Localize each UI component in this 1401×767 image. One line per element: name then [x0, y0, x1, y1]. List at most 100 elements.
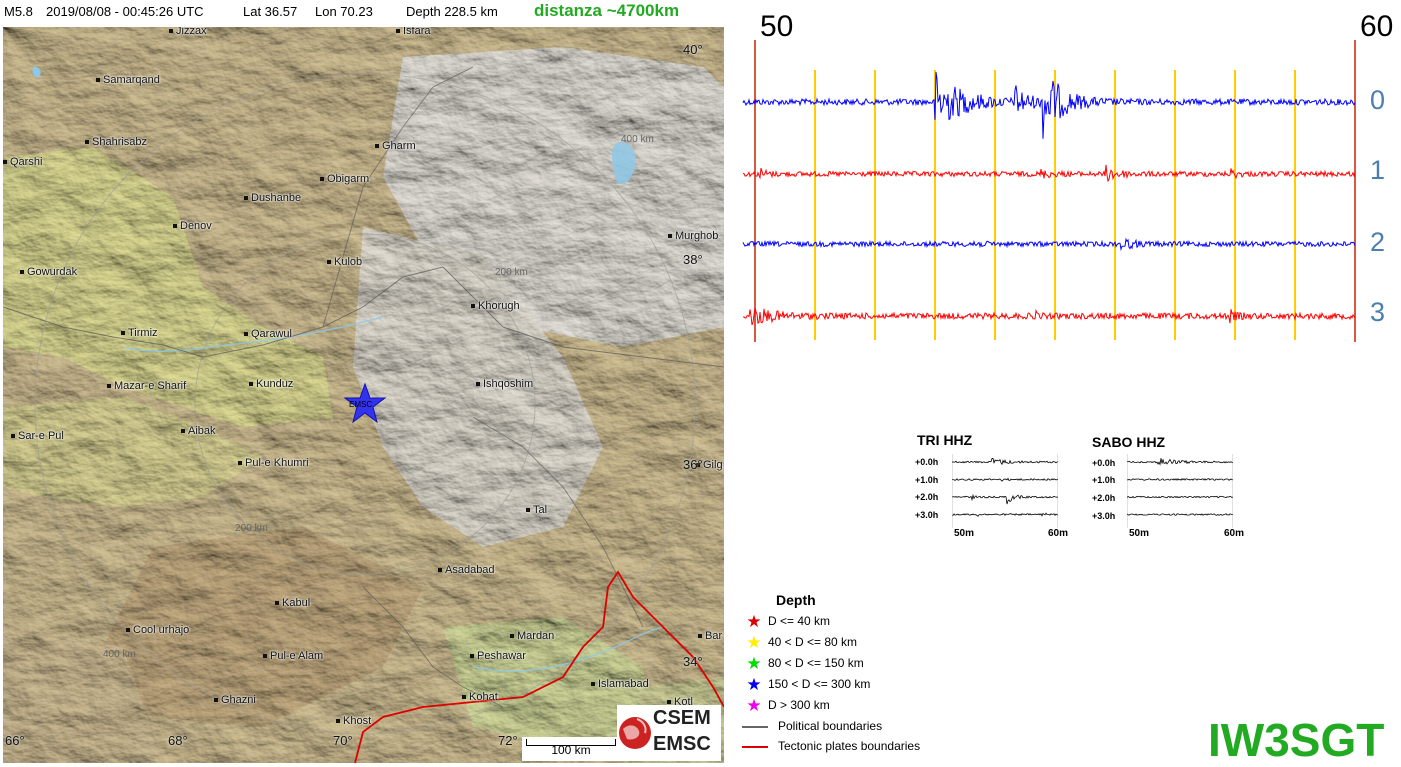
- legend-title: Depth: [776, 592, 816, 608]
- city-label: Pul-e Alam: [263, 650, 323, 662]
- radius-label: 200 km: [495, 267, 528, 278]
- city-label: Qarshi: [3, 156, 42, 168]
- city-label: Kunduz: [249, 378, 293, 390]
- city-label: Sar-e Pul: [11, 430, 64, 442]
- city-label: Pul-e Khumri: [238, 457, 309, 469]
- radius-label: 400 km: [103, 649, 136, 660]
- mini-trace: [1127, 495, 1233, 499]
- line-swatch: [742, 745, 768, 748]
- mini-trace: [952, 457, 1058, 466]
- station-axis-end: 60m: [1224, 528, 1245, 539]
- city-label: Denov: [173, 220, 212, 232]
- scale-bar: 100 km: [522, 737, 620, 761]
- station-name: SABO HHZ: [1092, 434, 1166, 450]
- star-icon: ★: [746, 633, 762, 652]
- city-label: Kabul: [275, 597, 310, 609]
- city-label: Asadabad: [438, 564, 495, 576]
- epicenter-star: [343, 382, 387, 424]
- event-lon: Lon 70.23: [315, 4, 373, 19]
- city-label: Jizzax: [169, 27, 207, 37]
- star-icon: ★: [746, 612, 762, 631]
- station-axis-start: 50m: [954, 528, 975, 539]
- channel-label: 2: [1370, 227, 1386, 257]
- station-row-label: +2.0h: [1092, 493, 1116, 503]
- city-label: Cool urhajo: [126, 624, 189, 636]
- city-label: Murghob: [668, 230, 718, 242]
- lat-label: 36°: [683, 457, 703, 472]
- city-label: Mardan: [510, 630, 554, 642]
- station-row-label: +3.0h: [915, 510, 939, 520]
- epicenter-map: EMSC Jizzax Isfara Samarqand Shahrisabz …: [3, 27, 724, 763]
- star-icon: ★: [746, 696, 762, 715]
- seismic-trace: [742, 237, 1356, 252]
- lat-label: 40°: [683, 42, 703, 57]
- lat-label: 38°: [683, 252, 703, 267]
- city-label: Samarqand: [96, 74, 160, 86]
- station-callsign: IW3SGT: [1208, 714, 1385, 766]
- city-label: Gowurdak: [20, 266, 77, 278]
- station-axis-end: 60m: [1048, 528, 1069, 539]
- magnitude: M5.8: [4, 4, 33, 19]
- city-label: Tirmiz: [121, 327, 158, 339]
- mini-trace: [952, 477, 1058, 482]
- event-header: M5.8 2019/08/08 - 00:45:26 UTC Lat 36.57…: [0, 0, 730, 24]
- legend-depth-item: ★ D <= 40 km: [740, 612, 830, 632]
- channel-label: 3: [1370, 297, 1386, 327]
- legend-depth-item: ★ 40 < D <= 80 km: [740, 633, 857, 653]
- city-label: Obigarm: [320, 173, 369, 185]
- star-icon: ★: [746, 654, 762, 673]
- legend-depth-item: ★ 150 < D <= 300 km: [740, 675, 870, 695]
- city-label: Gharm: [375, 140, 416, 152]
- epicenter-label: EMSC: [349, 400, 373, 409]
- city-label: Ghazni: [214, 694, 256, 706]
- scale-label: 100 km: [551, 743, 591, 757]
- time-end-label: 60: [1360, 10, 1394, 43]
- city-label: Bar: [698, 630, 722, 642]
- line-swatch: [742, 725, 768, 728]
- event-depth: Depth 228.5 km: [406, 4, 498, 19]
- terrain-layer: [3, 27, 724, 763]
- seismic-trace: [742, 307, 1356, 326]
- radius-label: 400 km: [621, 134, 654, 145]
- mini-trace: [1127, 458, 1233, 466]
- mini-trace: [952, 512, 1058, 517]
- star-icon: ★: [746, 675, 762, 694]
- city-label: Mazar-e Sharif: [107, 380, 186, 392]
- mini-trace: [1127, 513, 1233, 516]
- lon-label: 66°: [5, 733, 25, 748]
- city-label: Aibak: [181, 425, 216, 437]
- city-label: Gilg: [696, 459, 723, 471]
- logo-text-emsc: EMSC: [653, 733, 711, 755]
- globe-icon: [619, 717, 651, 749]
- event-datetime: 2019/08/08 - 00:45:26 UTC: [46, 4, 204, 19]
- station-row-label: +0.0h: [915, 457, 939, 467]
- event-distance: distanza ~4700km: [534, 1, 680, 20]
- station-row-label: +1.0h: [915, 475, 939, 485]
- mini-trace: [952, 493, 1058, 505]
- channel-label: 1: [1370, 155, 1386, 185]
- station-row-label: +0.0h: [1092, 458, 1116, 468]
- legend-depth-item: ★ D > 300 km: [740, 696, 829, 716]
- city-label: Tal: [526, 504, 547, 516]
- seismic-trace: [742, 164, 1356, 183]
- city-label: Ishqoshim: [476, 378, 533, 390]
- city-label: Qarawul: [244, 328, 292, 340]
- logo-text-csem: CSEM: [653, 707, 711, 729]
- mini-trace: [1127, 478, 1233, 481]
- radius-label: 200 km: [235, 523, 268, 534]
- city-label: Kulob: [327, 256, 362, 268]
- station-row-label: +3.0h: [1092, 511, 1116, 521]
- seismic-trace: [742, 72, 1356, 139]
- station-traces: [1127, 454, 1233, 528]
- city-label: Kohat: [462, 691, 498, 703]
- station-name: TRI HHZ: [917, 432, 973, 448]
- station-row-label: +2.0h: [915, 492, 939, 502]
- map-legend: Depth ★ D <= 40 km ★ 40 < D <= 80 km ★ 80 <…: [740, 590, 1070, 760]
- city-label: Dushanbe: [244, 192, 301, 204]
- station-sabo-hhz: SABO HHZ +0.0h +1.0h +2.0h +3.0h 50m 60m: [1087, 432, 1252, 542]
- time-start-label: 50: [760, 10, 794, 43]
- legend-depth-item: ★ 80 < D <= 150 km: [740, 654, 863, 674]
- channel-label: 0: [1370, 85, 1386, 115]
- legend-line-item: Political boundaries: [742, 719, 882, 733]
- city-label: Khorugh: [471, 300, 520, 312]
